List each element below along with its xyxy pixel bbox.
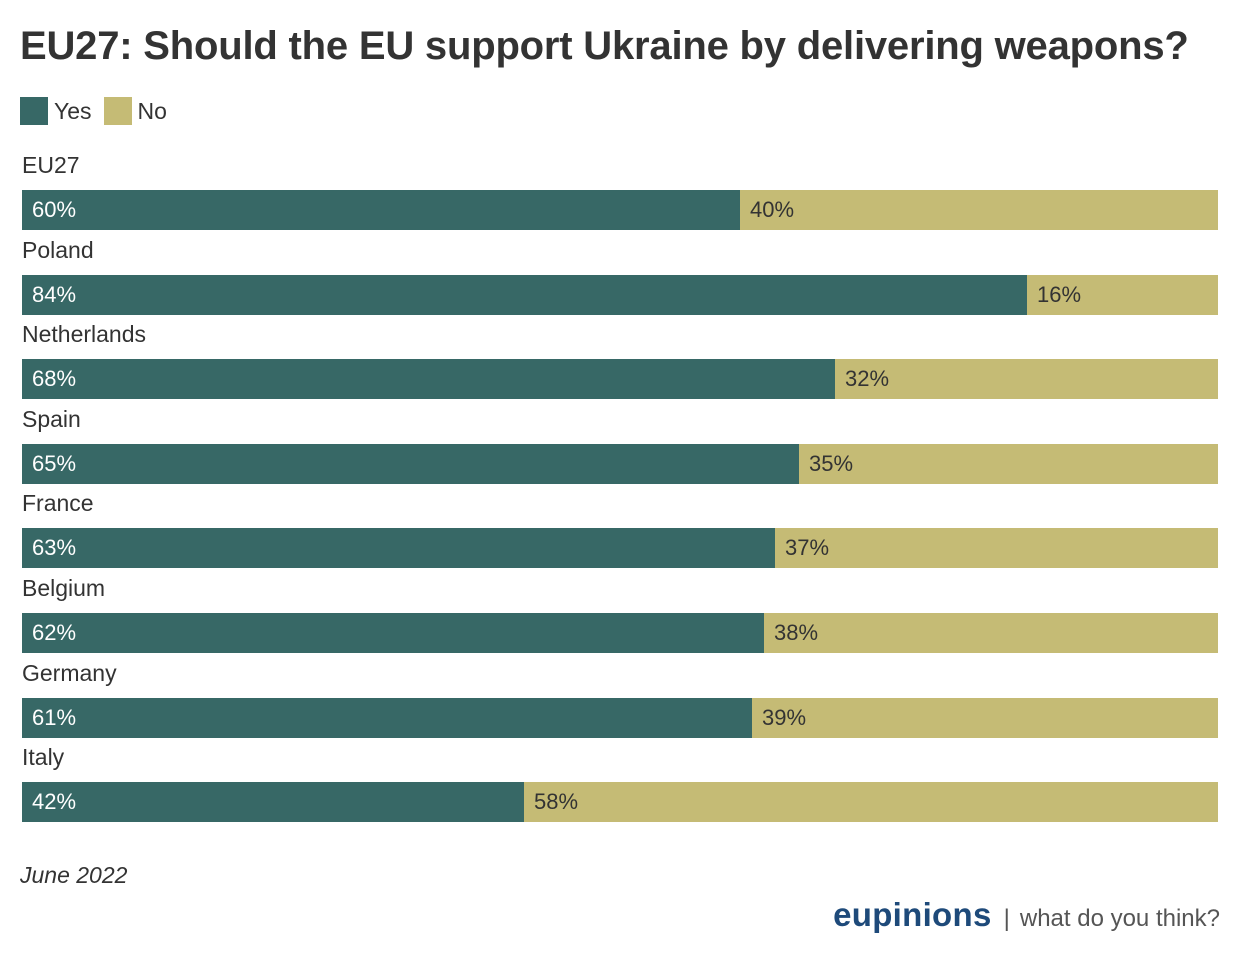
bar-yes-belgium	[22, 613, 764, 653]
category-label-eu27: EU27	[22, 152, 80, 178]
footnote-date: June 2022	[20, 862, 128, 888]
category-label-italy: Italy	[22, 744, 65, 770]
brand-logo: eupinions	[833, 896, 992, 933]
data-label-no-france: 37%	[785, 535, 830, 560]
data-label-yes-italy: 42%	[32, 789, 77, 814]
bar-yes-poland	[22, 275, 1027, 315]
chart-title: EU27: Should the EU support Ukraine by d…	[20, 24, 1189, 68]
data-label-no-spain: 35%	[809, 451, 854, 476]
bar-no-netherlands	[835, 359, 1218, 399]
bar-no-germany	[752, 698, 1218, 738]
data-label-no-eu27: 40%	[750, 197, 795, 222]
legend-swatch-yes	[20, 97, 48, 125]
bar-yes-eu27	[22, 190, 740, 230]
data-label-no-poland: 16%	[1037, 282, 1082, 307]
bar-no-france	[775, 528, 1218, 568]
category-label-poland: Poland	[22, 237, 94, 263]
bar-yes-italy	[22, 782, 524, 822]
bar-no-eu27	[740, 190, 1218, 230]
bar-yes-germany	[22, 698, 752, 738]
data-label-yes-germany: 61%	[32, 705, 77, 730]
data-label-no-netherlands: 32%	[845, 366, 890, 391]
category-label-germany: Germany	[22, 660, 117, 686]
bar-yes-netherlands	[22, 359, 835, 399]
legend-label-no: No	[137, 97, 167, 124]
data-label-yes-eu27: 60%	[32, 197, 77, 222]
data-label-yes-france: 63%	[32, 535, 77, 560]
brand-footer: eupinions | what do you think?	[833, 896, 1220, 934]
category-label-spain: Spain	[22, 406, 81, 432]
brand-separator: |	[1003, 905, 1010, 932]
data-label-yes-belgium: 62%	[32, 620, 77, 645]
bar-no-poland	[1027, 275, 1218, 315]
legend: Yes No	[20, 96, 179, 126]
category-label-netherlands: Netherlands	[22, 321, 147, 347]
data-label-yes-poland: 84%	[32, 282, 77, 307]
data-label-yes-spain: 65%	[32, 451, 77, 476]
bar-yes-spain	[22, 444, 799, 484]
legend-item-yes: Yes	[20, 97, 92, 125]
bar-no-belgium	[764, 613, 1218, 653]
legend-label-yes: Yes	[54, 97, 92, 124]
data-label-no-germany: 39%	[762, 705, 807, 730]
data-label-yes-netherlands: 68%	[32, 366, 77, 391]
data-label-no-italy: 58%	[534, 789, 579, 814]
bar-no-spain	[799, 444, 1218, 484]
brand-tagline: what do you think?	[1019, 905, 1220, 932]
category-label-belgium: Belgium	[22, 575, 106, 601]
legend-swatch-no	[103, 97, 132, 125]
bar-yes-france	[22, 528, 775, 568]
data-label-no-belgium: 38%	[774, 620, 819, 645]
bar-no-italy	[524, 782, 1218, 822]
legend-item-no: No	[103, 97, 167, 125]
category-label-france: France	[22, 490, 94, 516]
